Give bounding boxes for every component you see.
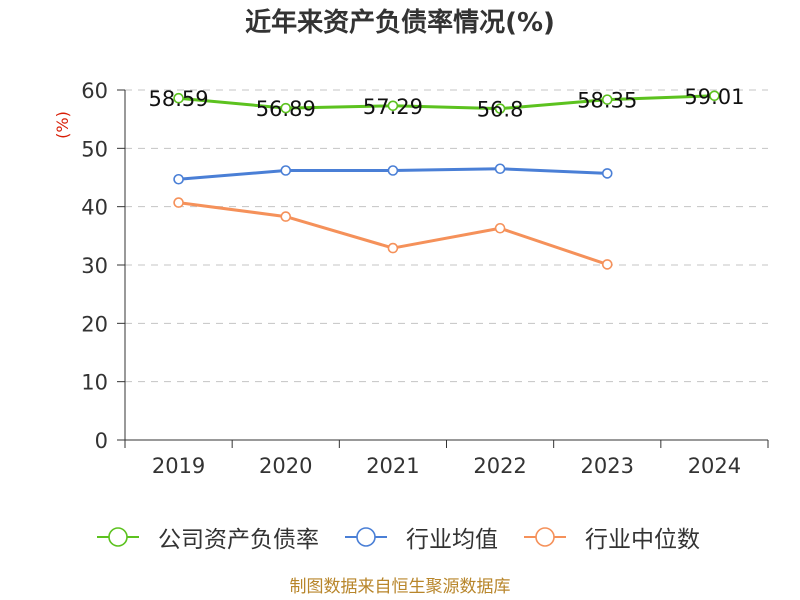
- series-line-2: [178, 201, 608, 266]
- x-tick-label: 2024: [688, 454, 741, 478]
- x-tick-label: 2019: [152, 454, 205, 478]
- y-tick-label: 10: [81, 371, 108, 395]
- data-point-2: [601, 259, 613, 270]
- y-tick-label: 30: [81, 254, 108, 278]
- x-tick-label: 2022: [473, 454, 526, 478]
- y-tick-label: 60: [81, 79, 108, 103]
- legend: 公司资产负债率 行业均值 行业中位数: [0, 519, 800, 555]
- data-label: 59.01: [684, 85, 744, 109]
- x-tick-label: 2023: [581, 454, 634, 478]
- legend-item-industry-mean[interactable]: 行业均值: [345, 519, 498, 555]
- legend-item-industry-median[interactable]: 行业中位数: [524, 519, 700, 555]
- data-point-0: [280, 102, 292, 114]
- y-tick-label: 20: [81, 312, 108, 336]
- legend-label-industry-median: 行业中位数: [585, 527, 700, 553]
- series-line-0: [178, 94, 715, 111]
- legend-marker-circle: [108, 527, 128, 547]
- data-point-0: [494, 103, 506, 114]
- x-tick-label: 2021: [366, 454, 419, 478]
- data-point-0: [709, 90, 720, 102]
- data-point-1: [601, 168, 613, 179]
- legend-label-industry-mean: 行业均值: [406, 527, 498, 553]
- y-tick-label: 50: [81, 137, 108, 161]
- data-label: 58.35: [577, 89, 637, 113]
- legend-marker-circle: [535, 527, 555, 547]
- data-label: 56.8: [477, 98, 524, 122]
- y-tick-label: 40: [81, 196, 108, 220]
- data-point-2: [387, 242, 399, 254]
- legend-marker-circle: [356, 527, 376, 547]
- data-point-0: [387, 100, 399, 112]
- y-axis-title: (%): [53, 111, 72, 139]
- y-tick-label: 0: [95, 429, 108, 453]
- legend-marker-industry-median: [524, 527, 566, 547]
- legend-marker-company-ratio: [97, 527, 139, 547]
- data-label: 57.29: [363, 95, 423, 119]
- chart-title: 近年来资产负债率情况(%): [245, 8, 555, 38]
- data-point-2: [173, 197, 184, 208]
- x-tick-label: 2020: [259, 454, 312, 478]
- data-point-0: [173, 92, 184, 104]
- data-label: 56.89: [256, 97, 316, 121]
- legend-marker-industry-mean: [345, 527, 387, 547]
- data-point-1: [173, 173, 184, 185]
- data-point-1: [387, 165, 399, 176]
- data-point-1: [280, 165, 292, 176]
- data-source-note: 制图数据来自恒生聚源数据库: [289, 577, 511, 597]
- data-point-1: [494, 163, 506, 175]
- data-label: 58.59: [149, 87, 209, 111]
- legend-item-company-ratio[interactable]: 公司资产负债率: [97, 519, 319, 555]
- data-point-0: [601, 94, 613, 105]
- legend-label-company-ratio: 公司资产负债率: [158, 527, 319, 553]
- data-point-2: [494, 222, 506, 234]
- data-point-2: [280, 211, 292, 222]
